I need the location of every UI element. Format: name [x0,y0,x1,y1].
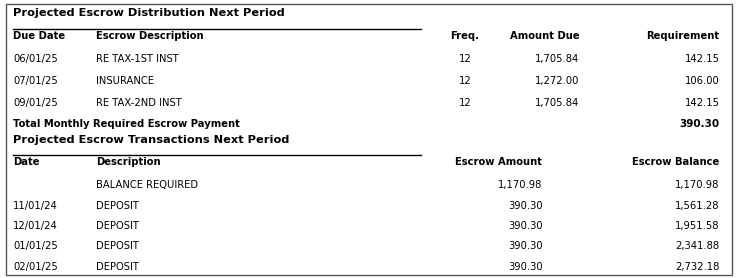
Text: 02/01/25: 02/01/25 [13,262,58,272]
Text: 11/01/24: 11/01/24 [13,201,58,211]
Text: 142.15: 142.15 [685,54,720,64]
Text: Escrow Description: Escrow Description [96,31,204,41]
Text: Escrow Amount: Escrow Amount [455,157,542,167]
Text: 1,705.84: 1,705.84 [535,54,579,64]
Text: 07/01/25: 07/01/25 [13,76,58,86]
Text: 390.30: 390.30 [508,241,542,251]
Text: Date: Date [13,157,40,167]
Text: 06/01/25: 06/01/25 [13,54,58,64]
Text: 1,951.58: 1,951.58 [675,221,720,231]
Text: DEPOSIT: DEPOSIT [96,201,139,211]
Text: DEPOSIT: DEPOSIT [96,241,139,251]
Text: 12: 12 [458,54,472,64]
Text: 142.15: 142.15 [685,98,720,108]
Text: DEPOSIT: DEPOSIT [96,221,139,231]
Text: Due Date: Due Date [13,31,66,41]
Text: Amount Due: Amount Due [510,31,579,41]
Text: Requirement: Requirement [646,31,720,41]
Text: 1,170.98: 1,170.98 [498,180,542,190]
Text: Total Monthly Required Escrow Payment: Total Monthly Required Escrow Payment [13,119,240,129]
Text: 12: 12 [458,98,472,108]
Text: DEPOSIT: DEPOSIT [96,262,139,272]
Text: BALANCE REQUIRED: BALANCE REQUIRED [96,180,198,190]
Text: 390.30: 390.30 [508,262,542,272]
Text: Projected Escrow Distribution Next Period: Projected Escrow Distribution Next Perio… [13,8,285,18]
Text: 390.30: 390.30 [508,221,542,231]
Text: 2,341.88: 2,341.88 [675,241,720,251]
Text: Escrow Balance: Escrow Balance [632,157,720,167]
Text: RE TAX-2ND INST: RE TAX-2ND INST [96,98,182,108]
Text: 2,732.18: 2,732.18 [675,262,720,272]
Text: 106.00: 106.00 [685,76,720,86]
Text: INSURANCE: INSURANCE [96,76,154,86]
Text: 12/01/24: 12/01/24 [13,221,58,231]
Text: 1,272.00: 1,272.00 [535,76,579,86]
Text: Projected Escrow Transactions Next Period: Projected Escrow Transactions Next Perio… [13,135,289,145]
Text: RE TAX-1ST INST: RE TAX-1ST INST [96,54,179,64]
Text: 01/01/25: 01/01/25 [13,241,58,251]
Text: 1,170.98: 1,170.98 [675,180,720,190]
Text: Freq.: Freq. [450,31,480,41]
Text: 09/01/25: 09/01/25 [13,98,58,108]
Text: 390.30: 390.30 [680,119,720,129]
Text: 12: 12 [458,76,472,86]
Text: 1,561.28: 1,561.28 [675,201,720,211]
Text: 1,705.84: 1,705.84 [535,98,579,108]
Text: Description: Description [96,157,161,167]
Text: 390.30: 390.30 [508,201,542,211]
